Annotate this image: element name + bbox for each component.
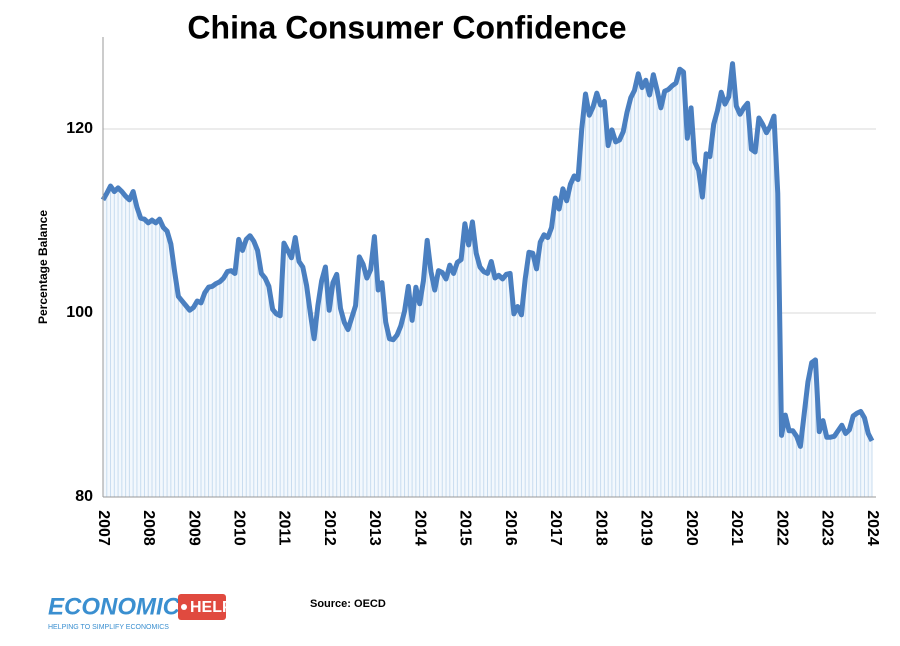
x-tick-label: 2012 xyxy=(321,510,338,546)
chart-title: China Consumer Confidence xyxy=(187,9,626,45)
y-tick-label: 100 xyxy=(66,304,93,321)
x-tick-label: 2024 xyxy=(864,510,881,546)
logo-text: ECONOMICS xyxy=(48,593,196,620)
x-tick-label: 2015 xyxy=(457,510,474,546)
x-tick-label: 2017 xyxy=(547,510,564,546)
logo-tagline: HELPING TO SIMPLIFY ECONOMICS xyxy=(48,624,169,631)
x-tick-label: 2016 xyxy=(502,510,519,546)
x-tick-label: 2019 xyxy=(638,510,655,546)
data-line xyxy=(100,61,875,449)
x-tick-label: 2022 xyxy=(773,510,790,546)
x-tick-label: 2021 xyxy=(728,510,745,546)
logo-badge: HELP xyxy=(190,599,233,616)
y-tick-label: 80 xyxy=(75,488,93,505)
x-tick-label: 2023 xyxy=(819,510,836,546)
logo-dot xyxy=(181,604,187,610)
x-tick-label: 2008 xyxy=(140,510,157,546)
x-tick-label: 2013 xyxy=(366,510,383,546)
y-tick-label: 120 xyxy=(66,120,93,137)
logo-badge-bg xyxy=(178,594,226,620)
x-tick-label: 2020 xyxy=(683,510,700,546)
source-note: Source: OECD xyxy=(310,598,386,610)
y-axis-label: Percentage Balance xyxy=(36,210,50,324)
x-tick-label: 2018 xyxy=(592,510,609,546)
x-tick-label: 2009 xyxy=(185,510,202,546)
logo: ECONOMICS HELP HELPING TO SIMPLIFY ECONO… xyxy=(48,593,233,631)
x-tick-label: 2011 xyxy=(276,511,293,546)
x-tick-label: 2014 xyxy=(411,510,428,546)
x-tick-label: 2010 xyxy=(230,510,247,546)
x-tick-label: 2007 xyxy=(95,510,112,546)
